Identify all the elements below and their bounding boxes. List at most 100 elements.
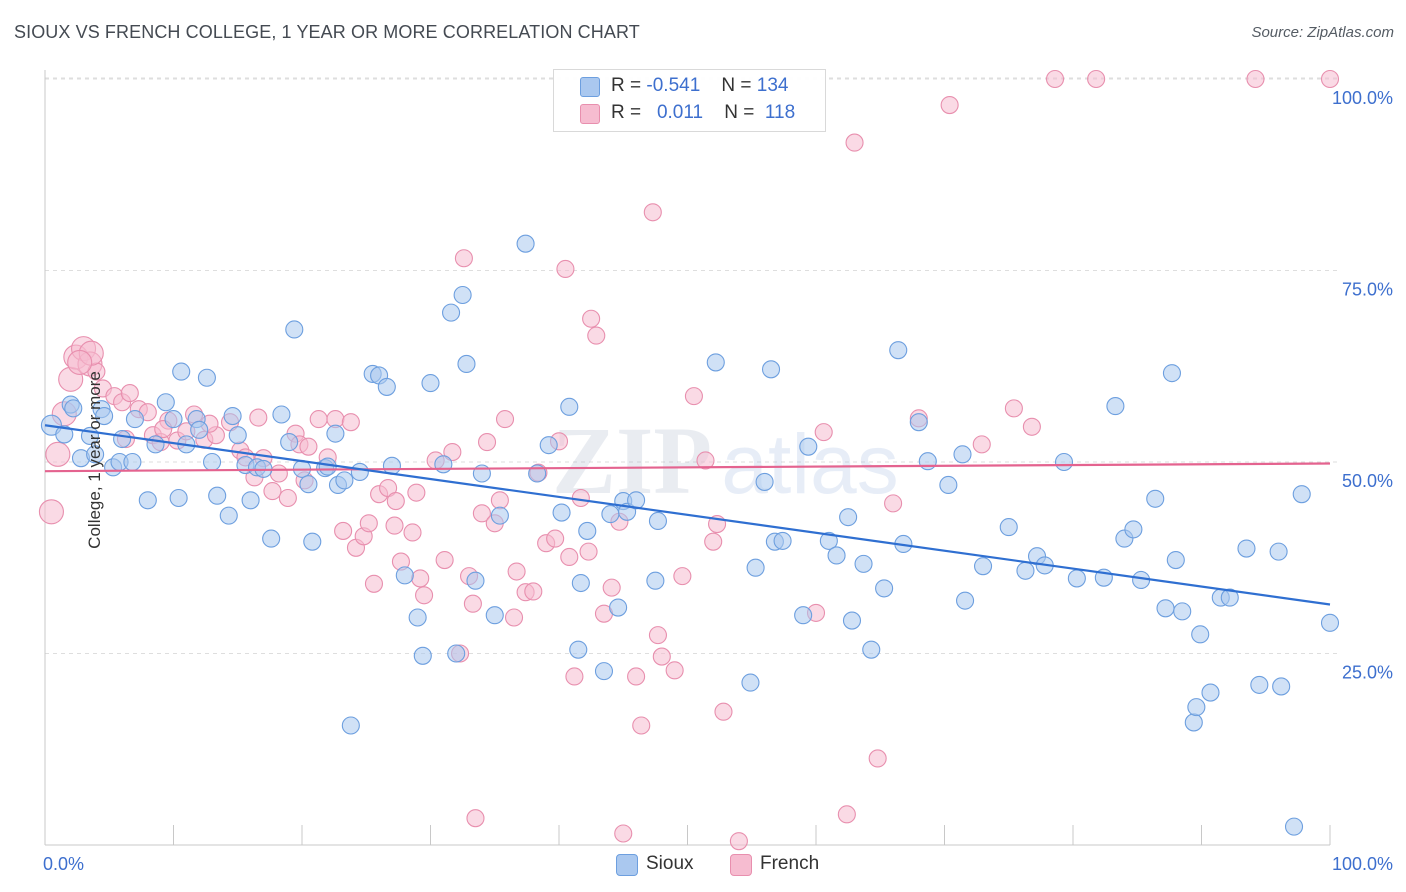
sioux-point [86, 445, 105, 464]
french-point [837, 805, 856, 824]
french-point [587, 326, 606, 345]
sioux-point [466, 571, 485, 590]
french-point [1087, 69, 1106, 89]
sioux-point [172, 362, 191, 381]
sioux-point [285, 320, 304, 339]
y-axis-label: College, 1 year or more [84, 371, 104, 549]
sioux-point [1269, 542, 1288, 561]
sioux-r-value: -0.541 [646, 75, 701, 96]
sioux-point [341, 716, 360, 735]
sioux-point [138, 491, 157, 510]
sioux-point [164, 410, 183, 429]
sioux-point [862, 640, 881, 659]
x-tick-label-min: 0.0% [43, 854, 84, 874]
french-point [403, 523, 422, 542]
y-tick-label: 75.0% [1342, 280, 1393, 300]
sioux-points [40, 234, 1340, 836]
sioux-point [609, 598, 628, 617]
french-point [565, 667, 584, 686]
french-point [1022, 417, 1041, 436]
french-point [579, 542, 598, 561]
sioux-point [113, 429, 132, 449]
sioux-point [303, 532, 322, 551]
french-point [45, 441, 71, 467]
sioux-point [169, 488, 188, 508]
chart-title: SIOUX VS FRENCH COLLEGE, 1 YEAR OR MORE … [14, 22, 640, 42]
french-point [299, 437, 318, 456]
sioux-point [706, 353, 725, 372]
french-point [364, 574, 384, 593]
french-point [648, 626, 667, 645]
sioux-point [1146, 489, 1165, 508]
sioux-point [799, 437, 818, 456]
french-points [38, 69, 1340, 851]
french-point [472, 504, 491, 523]
sioux-point [1162, 364, 1181, 383]
french-r-value: 0.011 [656, 102, 704, 123]
sioux-point [223, 406, 242, 426]
sioux-point [208, 486, 227, 505]
french-point [411, 569, 430, 588]
sioux-point [794, 606, 813, 625]
french-point [490, 491, 509, 510]
sioux-point [999, 518, 1018, 537]
sioux-point [1284, 817, 1304, 836]
sioux-point [1173, 602, 1192, 621]
sioux-point [560, 397, 579, 416]
sioux-point [1187, 698, 1206, 717]
french-point [729, 832, 748, 851]
sioux-point [741, 673, 760, 692]
stats-legend: R = -0.541 N = 134 R = 0.011 N = 118 [553, 69, 826, 132]
sioux-point [335, 471, 354, 490]
bottom-french-swatch [730, 854, 752, 876]
sioux-point [571, 573, 590, 593]
sioux-point [1156, 599, 1175, 618]
sioux-point [953, 445, 972, 464]
x-tick-label-max: 100.0% [1332, 854, 1393, 874]
sioux-point [190, 420, 209, 439]
french-point [507, 562, 526, 581]
sioux-point [569, 640, 588, 659]
french-trendline [44, 462, 1331, 473]
sioux-point [875, 579, 894, 598]
sioux-point [578, 521, 597, 540]
sioux-point [773, 531, 792, 550]
sioux-trendline [44, 424, 1331, 606]
sioux-point [421, 374, 440, 393]
sioux-point [219, 506, 238, 525]
french-point [940, 95, 959, 115]
sioux-point [648, 511, 667, 531]
french-point [67, 349, 93, 375]
sioux-point [516, 234, 535, 253]
bottom-sioux-label: Sioux [646, 853, 694, 874]
sioux-point [956, 591, 975, 610]
sioux-point [627, 491, 646, 510]
french-point [524, 582, 543, 601]
sioux-point [434, 455, 453, 474]
french-point [334, 521, 353, 540]
sioux-point [125, 410, 144, 429]
sioux-n-label: N = [721, 75, 752, 96]
sioux-point [453, 285, 472, 305]
sioux-point [1272, 677, 1291, 696]
sioux-point [1067, 569, 1086, 588]
sioux-point [1237, 539, 1256, 558]
sioux-point [377, 377, 396, 396]
french-point [868, 749, 887, 768]
sioux-point [490, 506, 509, 525]
french-point [632, 716, 651, 735]
french-point [972, 435, 991, 454]
french-point [884, 494, 903, 513]
french-point [602, 578, 621, 597]
french-point [673, 567, 692, 586]
sioux-point [262, 529, 281, 548]
french-point [120, 384, 139, 403]
sioux-point [1184, 713, 1203, 732]
sioux-point [539, 436, 558, 455]
sioux-point [646, 571, 665, 590]
bottom-sioux-swatch [616, 854, 638, 876]
french-n-label: N = [724, 102, 755, 123]
sioux-point [197, 368, 216, 387]
sioux-point [280, 433, 299, 452]
french-point [249, 408, 268, 427]
